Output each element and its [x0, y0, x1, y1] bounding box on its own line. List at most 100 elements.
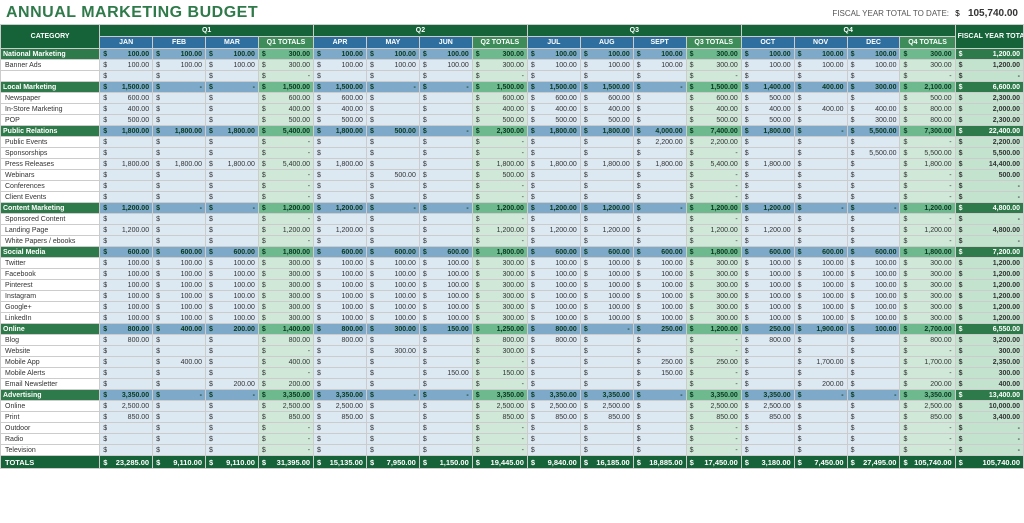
section-month: $300.00	[847, 82, 900, 93]
section-month: $-	[366, 390, 419, 401]
row-month: $100.00	[206, 258, 259, 269]
row-month: $2,500.00	[580, 401, 633, 412]
table-body: National Marketing$100.00$100.00$100.00$…	[1, 49, 1024, 469]
row-month: $	[100, 236, 153, 247]
section-month: $500.00	[366, 126, 419, 137]
fiscal-total-block: FISCAL YEAR TOTAL TO DATE: $ 105,740.00	[832, 8, 1018, 19]
row-qtotal: $2,500.00	[258, 401, 313, 412]
row-month: $	[419, 357, 472, 368]
section-month: $1,800.00	[100, 126, 153, 137]
section-qtotal: $300.00	[258, 49, 313, 60]
row-month: $	[527, 357, 580, 368]
row-month: $	[633, 346, 686, 357]
row-qtotal: $-	[686, 148, 741, 159]
row-month: $	[153, 137, 206, 148]
totals-month: $7,950.00	[366, 456, 419, 469]
budget-table: CATEGORY Q1 Q2 Q3 Q4 FISCAL YEAR TOTALS …	[0, 24, 1024, 469]
row-month: $	[419, 236, 472, 247]
row-qtotal: $300.00	[472, 60, 527, 71]
row-qtotal: $850.00	[900, 412, 955, 423]
row-month: $	[100, 181, 153, 192]
row-label: Banner Ads	[1, 60, 100, 71]
table-row: $$$$-$$$$-$$$$-$$$$-$-	[1, 71, 1024, 82]
totals-month: $18,885.00	[633, 456, 686, 469]
row-qtotal: $-	[900, 71, 955, 82]
row-month: $	[633, 335, 686, 346]
totals-month: $7,450.00	[794, 456, 847, 469]
section-month: $3,350.00	[100, 390, 153, 401]
row-month: $	[580, 236, 633, 247]
row-month: $100.00	[633, 258, 686, 269]
section-qtotal: $3,350.00	[258, 390, 313, 401]
row-month: $	[847, 71, 900, 82]
row-month: $1,800.00	[206, 159, 259, 170]
row-month: $	[419, 412, 472, 423]
row-month: $2,500.00	[100, 401, 153, 412]
row-fy: $1,200.00	[955, 280, 1023, 291]
row-month: $	[580, 368, 633, 379]
section-fy: $6,550.00	[955, 324, 1023, 335]
row-qtotal: $300.00	[258, 280, 313, 291]
row-month: $	[206, 368, 259, 379]
row-month: $	[366, 115, 419, 126]
row-fy: $4,800.00	[955, 225, 1023, 236]
row-month: $	[100, 445, 153, 456]
row-label: Email Newsletter	[1, 379, 100, 390]
row-month: $100.00	[580, 302, 633, 313]
table-row: Website$$$$-$$300.00$$300.00$$$$-$$$$-$3…	[1, 346, 1024, 357]
section-qtotal: $300.00	[472, 49, 527, 60]
row-label: Press Releases	[1, 159, 100, 170]
row-month: $	[100, 368, 153, 379]
table-row: In-Store Marketing$400.00$$$400.00$400.0…	[1, 104, 1024, 115]
row-month: $100.00	[633, 269, 686, 280]
row-month: $100.00	[741, 302, 794, 313]
row-month: $	[794, 93, 847, 104]
row-qtotal: $500.00	[900, 93, 955, 104]
row-month: $	[794, 115, 847, 126]
totals-fy: $105,740.00	[955, 456, 1023, 469]
row-fy: $2,200.00	[955, 137, 1023, 148]
row-qtotal: $300.00	[900, 313, 955, 324]
row-qtotal: $1,800.00	[472, 159, 527, 170]
section-month: $-	[419, 390, 472, 401]
row-qtotal: $300.00	[472, 291, 527, 302]
section-month: $100.00	[794, 49, 847, 60]
row-qtotal: $-	[472, 236, 527, 247]
row-month: $850.00	[741, 412, 794, 423]
row-month: $	[794, 335, 847, 346]
row-month: $100.00	[527, 280, 580, 291]
row-month: $	[153, 192, 206, 203]
row-qtotal: $300.00	[472, 258, 527, 269]
row-month: $500.00	[527, 115, 580, 126]
section-name: Social Media	[1, 247, 100, 258]
row-month: $1,700.00	[794, 357, 847, 368]
row-month: $	[206, 357, 259, 368]
row-month: $	[580, 71, 633, 82]
row-fy: $3,200.00	[955, 335, 1023, 346]
row-fy: $-	[955, 445, 1023, 456]
row-qtotal: $-	[686, 181, 741, 192]
section-name: Advertising	[1, 390, 100, 401]
section-month: $800.00	[314, 324, 367, 335]
row-month: $	[366, 401, 419, 412]
row-month: $100.00	[527, 302, 580, 313]
row-month: $	[206, 181, 259, 192]
row-qtotal: $-	[686, 335, 741, 346]
row-qtotal: $-	[258, 346, 313, 357]
row-month: $800.00	[100, 335, 153, 346]
row-month: $	[314, 181, 367, 192]
row-month: $	[741, 192, 794, 203]
row-month: $	[794, 225, 847, 236]
totals-qtotal: $105,740.00	[900, 456, 955, 469]
section-qtotal: $7,300.00	[900, 126, 955, 137]
row-month: $100.00	[314, 313, 367, 324]
row-qtotal: $850.00	[686, 412, 741, 423]
row-qtotal: $-	[258, 445, 313, 456]
row-label: Mobile App	[1, 357, 100, 368]
section-month: $1,800.00	[153, 126, 206, 137]
section-month: $-	[633, 82, 686, 93]
row-month: $	[633, 192, 686, 203]
row-qtotal: $300.00	[472, 302, 527, 313]
row-qtotal: $800.00	[900, 104, 955, 115]
section-month: $4,000.00	[633, 126, 686, 137]
